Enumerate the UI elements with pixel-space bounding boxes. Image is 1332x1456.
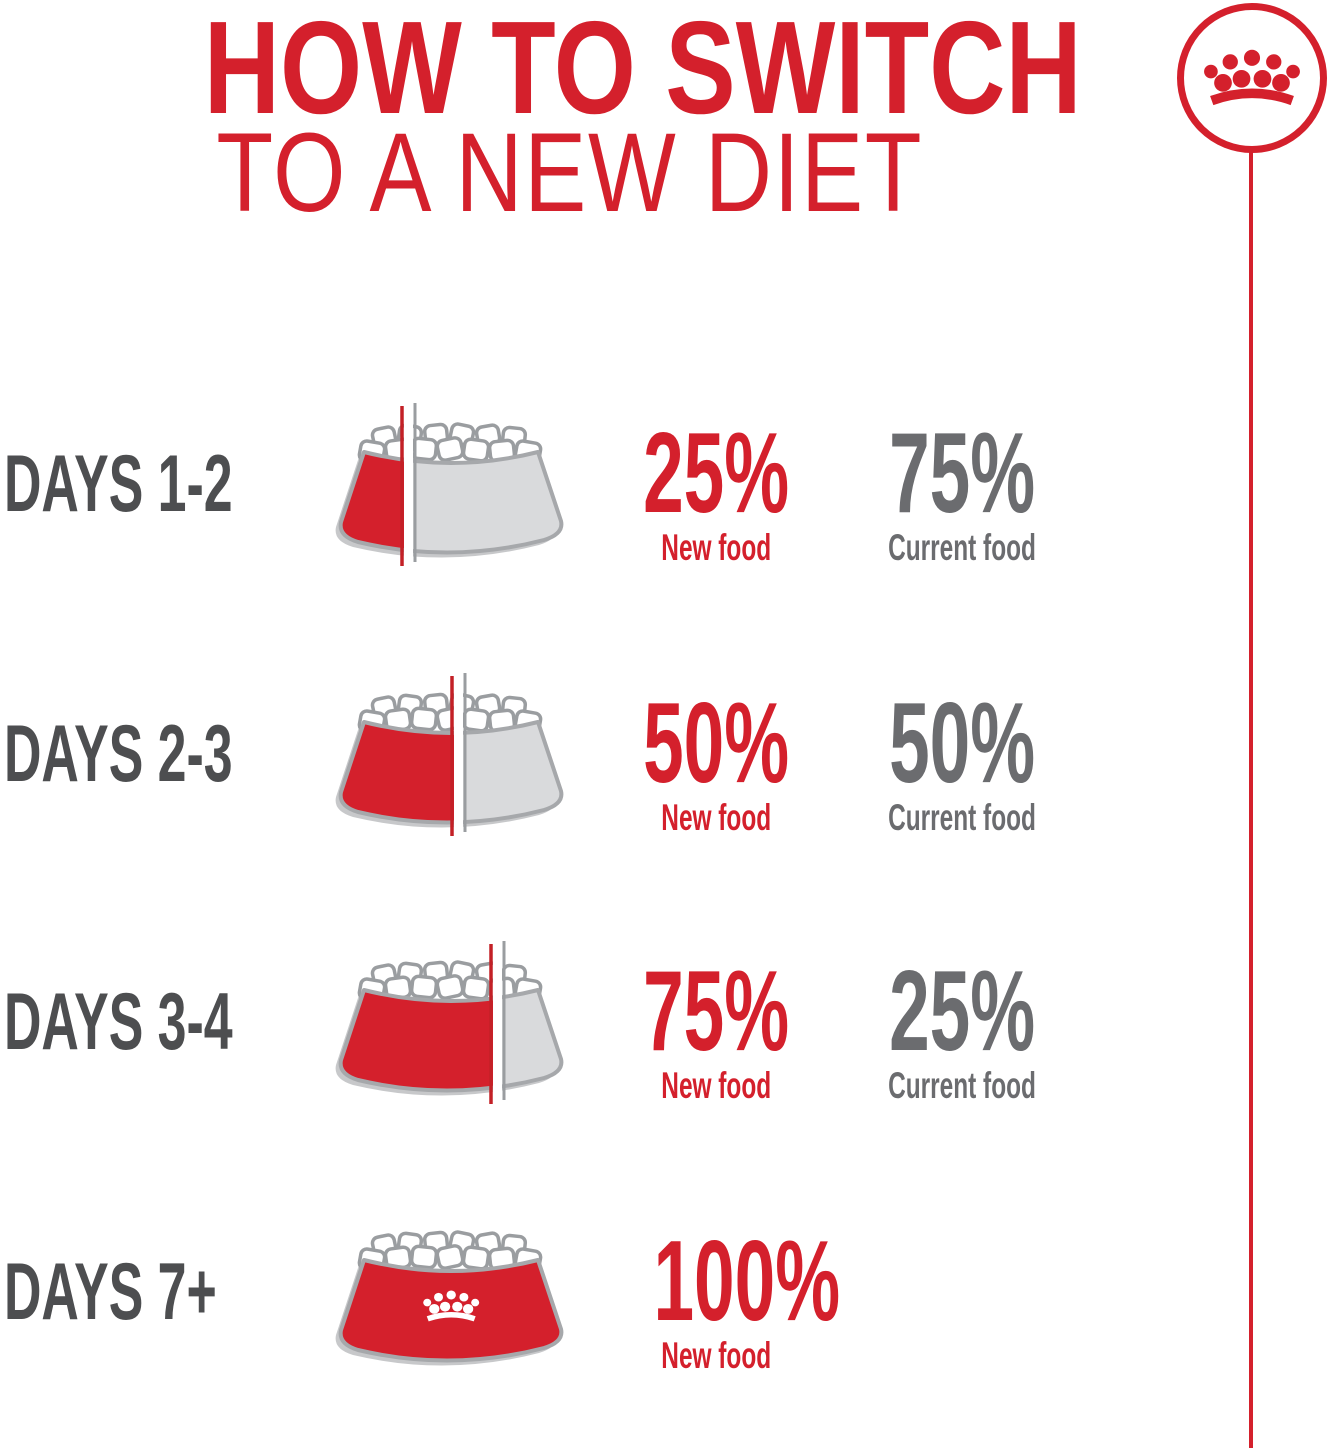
new-food-caption: New food bbox=[661, 797, 771, 838]
diet-row-days-3-4: DAYS 3-4 bbox=[0, 936, 1332, 1166]
new-food-stat: 100% New food bbox=[601, 1206, 841, 1396]
diet-row-days-1-2: DAYS 1-2 bbox=[0, 398, 1332, 628]
current-food-caption: Current food bbox=[888, 527, 1036, 568]
royal-canin-logo-badge bbox=[1177, 3, 1327, 153]
day-range-label: DAYS 2-3 bbox=[4, 709, 233, 799]
day-range-label: DAYS 7+ bbox=[4, 1247, 217, 1337]
current-food-percent: 75% bbox=[888, 410, 1036, 537]
new-food-caption: New food bbox=[661, 527, 771, 568]
new-food-percent: 75% bbox=[642, 948, 790, 1075]
kibble-icon bbox=[357, 1230, 543, 1273]
day-range-label: DAYS 1-2 bbox=[4, 439, 233, 529]
royal-canin-crown-icon bbox=[1204, 49, 1300, 106]
bowl-full-red-icon bbox=[335, 1230, 564, 1366]
page-title-line1: HOW TO SWITCH bbox=[204, 0, 1082, 141]
new-food-percent: 50% bbox=[642, 680, 790, 807]
current-food-stat: 50% Current food bbox=[847, 668, 1077, 858]
current-food-stat: 75% Current food bbox=[847, 398, 1077, 588]
day-range-label: DAYS 3-4 bbox=[4, 977, 233, 1067]
new-food-stat: 75% New food bbox=[601, 936, 831, 1126]
bowl-split-50-icon bbox=[335, 670, 564, 840]
current-food-caption: Current food bbox=[888, 1065, 1036, 1106]
timeline-vertical-line bbox=[1249, 152, 1253, 1448]
current-food-stat: 25% Current food bbox=[847, 936, 1077, 1126]
diet-row-days-7-plus: DAYS 7+ bbox=[0, 1206, 1332, 1436]
bowl-split-75-icon bbox=[335, 938, 564, 1108]
current-food-percent: 50% bbox=[888, 680, 1036, 807]
current-food-caption: Current food bbox=[888, 797, 1036, 838]
new-food-stat: 50% New food bbox=[601, 668, 831, 858]
page-title-line2: TO A NEW DIET bbox=[216, 110, 924, 235]
new-food-stat: 25% New food bbox=[601, 398, 831, 588]
new-food-percent: 100% bbox=[653, 1218, 841, 1345]
new-food-caption: New food bbox=[661, 1065, 771, 1106]
new-food-caption: New food bbox=[661, 1335, 771, 1376]
crown-icon bbox=[423, 1290, 480, 1322]
bowl-split-25-icon bbox=[335, 400, 564, 570]
current-food-percent: 25% bbox=[888, 948, 1036, 1075]
new-food-percent: 25% bbox=[642, 410, 790, 537]
diet-row-days-2-3: DAYS 2-3 bbox=[0, 668, 1332, 898]
